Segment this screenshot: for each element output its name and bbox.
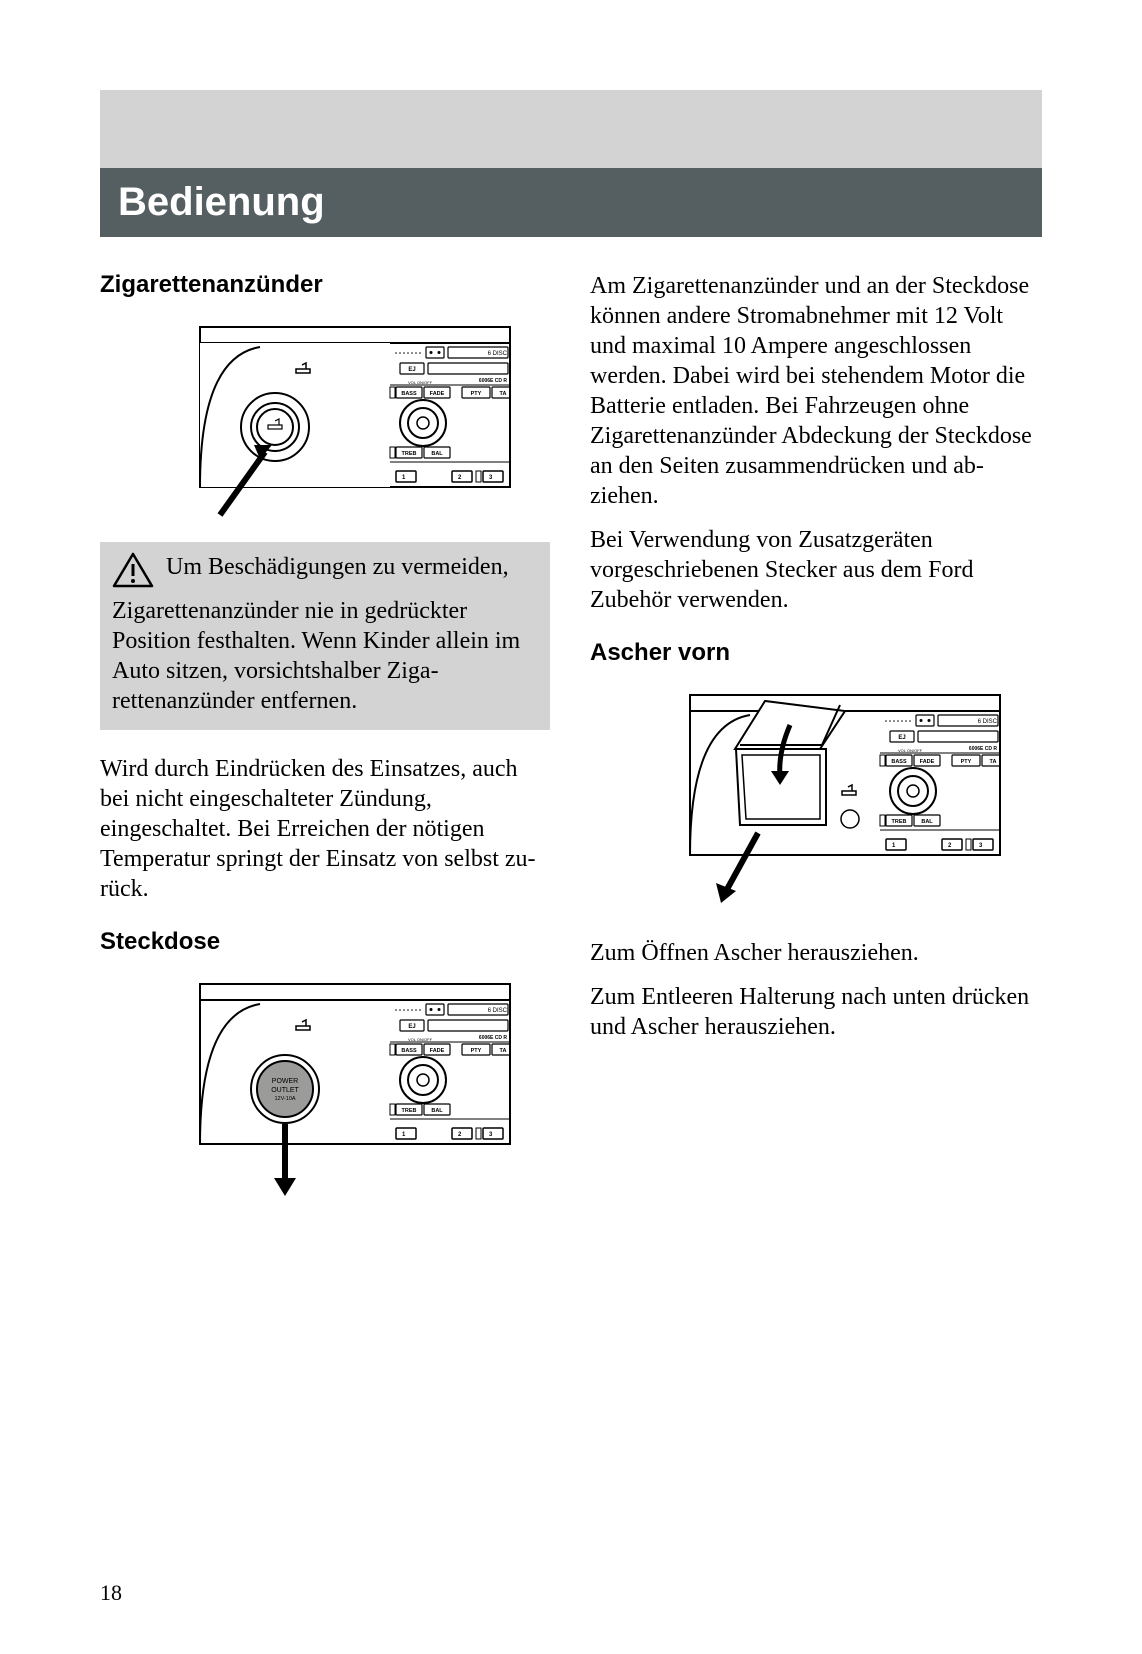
para-right-2: Bei Verwendung von Zusatzgeräten vorgesc… — [590, 525, 1040, 615]
para-right-1: Am Zigarettenanzünder und an der Steckdo… — [590, 271, 1040, 511]
page-number: 18 — [100, 1580, 122, 1606]
label-n2: 2 — [458, 1132, 462, 1138]
label-n1: 1 — [402, 475, 406, 481]
label-model: 6006E CD R — [479, 1035, 507, 1041]
label-fade: FADE — [920, 759, 935, 765]
label-pty: PTY — [471, 1048, 482, 1054]
figure-ashtray: 6 DISC EJ 6006E CD R VOL ON/OFF BASS FAD… — [590, 685, 1040, 920]
left-column: Zigarettenanzünder — [100, 271, 550, 1227]
label-n1: 1 — [402, 1132, 406, 1138]
label-fade: FADE — [430, 1048, 445, 1054]
label-ej: EJ — [408, 367, 415, 373]
heading-lighter: Zigarettenanzünder — [100, 271, 550, 299]
label-n1: 1 — [892, 843, 896, 849]
label-model: 6006E CD R — [479, 378, 507, 384]
label-ta: TA — [500, 391, 507, 397]
label-pty: PTY — [961, 759, 972, 765]
label-bass: BASS — [401, 1048, 417, 1054]
label-bal: BAL — [431, 1108, 443, 1114]
header-band — [100, 90, 1042, 168]
label-bass: BASS — [891, 759, 907, 765]
label-ej: EJ — [898, 735, 905, 741]
warning-box: Um Beschädigungen zu ver­meiden, Zigaret… — [100, 542, 550, 730]
label-fade: FADE — [430, 391, 445, 397]
ashtray-body-1: Zum Öffnen Ascher herausziehen. — [590, 938, 1040, 968]
label-volonoff: VOL ON/OFF — [898, 748, 923, 753]
page: Bedienung Zigarettenanzünder — [0, 0, 1142, 1654]
warning-text: Um Beschädigungen zu ver­meiden, Zigaret… — [112, 554, 520, 714]
body-lighter: Wird durch Eindrücken des Einsat­zes, au… — [100, 754, 550, 904]
figure-socket: POWER OUTLET 12V-10A — [100, 974, 550, 1209]
label-treb: TREB — [402, 1108, 417, 1114]
label-n2: 2 — [948, 843, 952, 849]
warning-icon — [112, 552, 154, 596]
label-bal: BAL — [431, 451, 443, 457]
figure-lighter: 6 DISC EJ 6006E CD R VOL ON/OFF BASS — [100, 317, 550, 522]
page-title: Bedienung — [100, 168, 1042, 237]
content-columns: Zigarettenanzünder — [100, 271, 1042, 1227]
label-ta: TA — [990, 759, 997, 765]
label-bass: BASS — [401, 391, 417, 397]
label-disc: 6 DISC — [488, 351, 508, 357]
label-volonoff: VOL ON/OFF — [408, 380, 433, 385]
right-column: Am Zigarettenanzünder und an der Steckdo… — [590, 271, 1040, 1227]
label-treb: TREB — [402, 451, 417, 457]
label-disc: 6 DISC — [488, 1008, 508, 1014]
label-n2: 2 — [458, 475, 462, 481]
label-ej: EJ — [408, 1024, 415, 1030]
label-disc: 6 DISC — [978, 719, 998, 725]
label-power3: 12V-10A — [274, 1096, 295, 1102]
label-treb: TREB — [892, 819, 907, 825]
heading-socket: Steckdose — [100, 928, 550, 956]
label-model: 6006E CD R — [969, 746, 997, 752]
label-n3: 3 — [979, 843, 983, 849]
heading-ashtray: Ascher vorn — [590, 639, 1040, 667]
label-bal: BAL — [921, 819, 933, 825]
label-power2: OUTLET — [271, 1087, 299, 1094]
ashtray-body-2: Zum Entleeren Halterung nach un­ten drüc… — [590, 982, 1040, 1042]
label-pty: PTY — [471, 391, 482, 397]
label-power1: POWER — [272, 1078, 298, 1085]
label-n3: 3 — [489, 475, 493, 481]
label-volonoff: VOL ON/OFF — [408, 1037, 433, 1042]
label-n3: 3 — [489, 1132, 493, 1138]
label-ta: TA — [500, 1048, 507, 1054]
